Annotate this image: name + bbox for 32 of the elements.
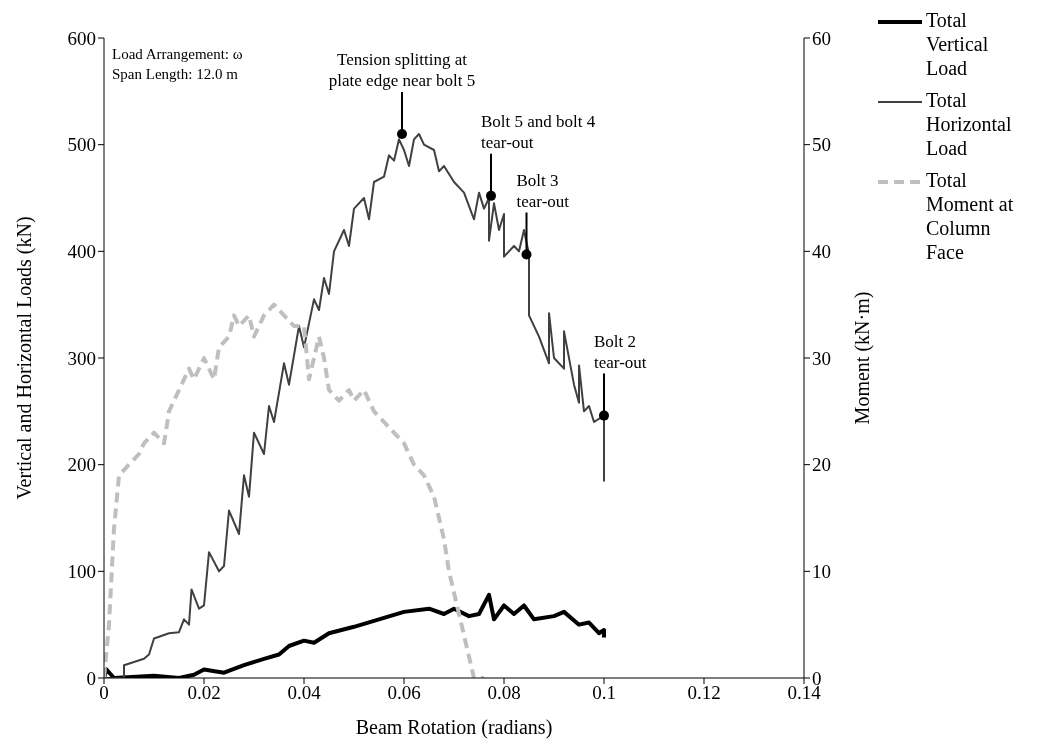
y2-tick-label: 20 [812, 454, 831, 476]
legend-label: Total Moment at Column Face [926, 168, 1015, 264]
y-axis-title: Vertical and Horizontal Loads (kN) [13, 216, 37, 500]
y-tick-label: 500 [67, 134, 96, 156]
y-tick-label: 600 [67, 27, 96, 49]
y-tick-label: 100 [67, 561, 96, 583]
annotation: Bolt 5 and bolt 4 tear-out [481, 111, 596, 152]
x-axis-title: Beam Rotation (radians) [355, 716, 553, 739]
y2-axis-title: Moment (kN·m) [851, 291, 875, 425]
annotation: Bolt 2 tear-out [594, 331, 647, 372]
x-tick-label: 0.08 [487, 682, 521, 704]
y2-tick-label: 10 [812, 561, 831, 583]
legend-label: Total Horizontal Load [926, 88, 1013, 160]
y2-tick-label: 30 [812, 347, 831, 369]
annotation: Load Arrangement: ω [112, 45, 243, 64]
y-tick-label: 200 [67, 454, 96, 476]
legend-label: Total Vertical Load [926, 8, 990, 80]
y-tick-label: 400 [67, 241, 96, 263]
x-tick-label: 0.12 [687, 682, 721, 704]
y2-tick-label: 50 [812, 134, 831, 156]
annotation: Tension splitting at plate edge near bolt 5 [328, 50, 476, 90]
y-tick-label: 0 [86, 667, 96, 689]
y2-tick-label: 60 [812, 27, 831, 49]
x-tick-label: 0.04 [287, 682, 322, 704]
x-tick-label: 0.02 [187, 682, 221, 704]
y-tick-label: 300 [67, 347, 96, 369]
x-tick-label: 0.1 [592, 682, 616, 704]
line-series [104, 302, 486, 678]
y2-tick-label: 40 [812, 241, 831, 263]
annotation: Bolt 3 tear-out [516, 170, 570, 211]
annotation: Span Length: 12.0 m [112, 65, 239, 84]
x-tick-label: 0.06 [387, 682, 421, 704]
